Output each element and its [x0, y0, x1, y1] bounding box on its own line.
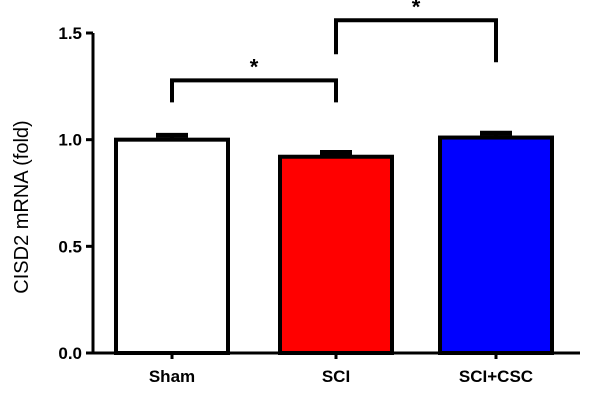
x-category-label: SCI	[322, 367, 350, 386]
x-labels-layer: Sham SCI SCI+CSC	[149, 353, 533, 386]
significance-bracket	[170, 78, 338, 103]
significance-star: *	[412, 0, 421, 19]
y-tick-label: 0.5	[58, 237, 82, 256]
y-tick-label: 1.0	[58, 131, 82, 150]
significance-layer: **	[170, 0, 498, 103]
bar	[278, 154, 394, 355]
bar	[114, 137, 230, 355]
significance-star: *	[250, 54, 259, 79]
significance-bracket	[334, 18, 498, 63]
bar	[438, 135, 554, 355]
x-category-label: SCI+CSC	[459, 367, 533, 386]
x-category-label: Sham	[149, 367, 195, 386]
y-ticks-layer: 0.0 0.5 1.0 1.5	[58, 24, 93, 363]
y-tick-label: 1.5	[58, 24, 82, 43]
bars-layer	[114, 135, 554, 355]
y-tick-label: 0.0	[58, 344, 82, 363]
error-bars-layer	[156, 130, 512, 157]
y-axis-title: CISD2 mRNA (fold)	[11, 120, 33, 293]
